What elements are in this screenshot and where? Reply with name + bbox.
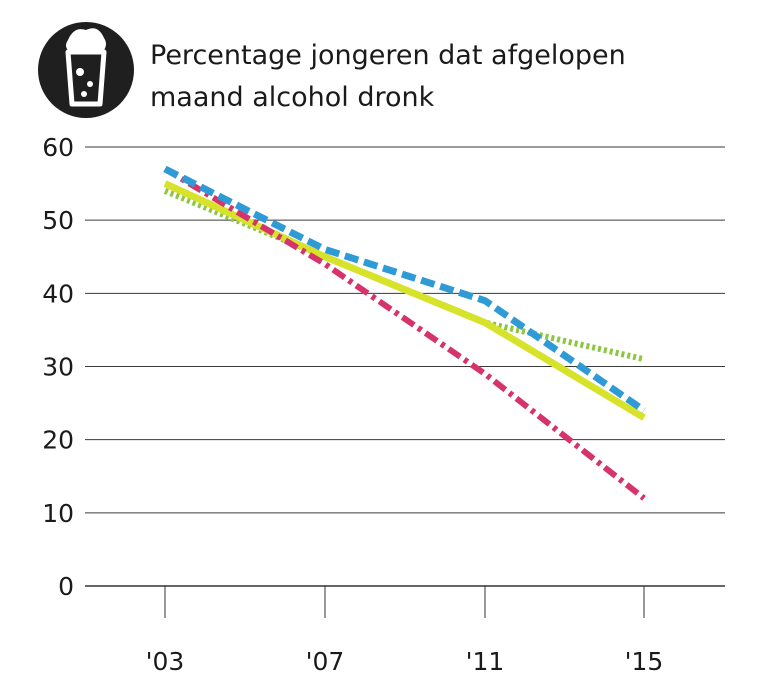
x-tick-label-2007: '07	[306, 647, 345, 676]
chart-title-line-1: Percentage jongeren dat afgelopen	[150, 40, 626, 71]
y-tick-label-40: 40	[42, 279, 74, 308]
x-tick-label-2003: '03	[146, 647, 185, 676]
y-tick-label-30: 30	[42, 353, 74, 382]
series-line-2-solid	[163, 180, 646, 421]
y-tick-label-0: 0	[58, 572, 74, 601]
x-tick-label-2011: '11	[466, 647, 505, 676]
y-tick-label-10: 10	[42, 499, 74, 528]
x-axis-ticks: '03 '07 '11 '15	[146, 586, 664, 676]
series-line-1-dashed	[163, 165, 646, 414]
series-lines	[163, 165, 646, 501]
gridlines	[85, 146, 725, 587]
y-tick-label-20: 20	[42, 426, 74, 455]
y-axis-ticks: 0 10 20 30 40 50 60	[42, 133, 74, 601]
y-tick-label-50: 50	[42, 206, 74, 235]
y-tick-label-60: 60	[42, 133, 74, 162]
series-line-4-dash-dot	[163, 166, 646, 501]
x-tick-label-2015: '15	[625, 647, 664, 676]
chart-title-line-2: maand alcohol dronk	[150, 82, 435, 113]
beer-glass-icon	[38, 22, 134, 118]
